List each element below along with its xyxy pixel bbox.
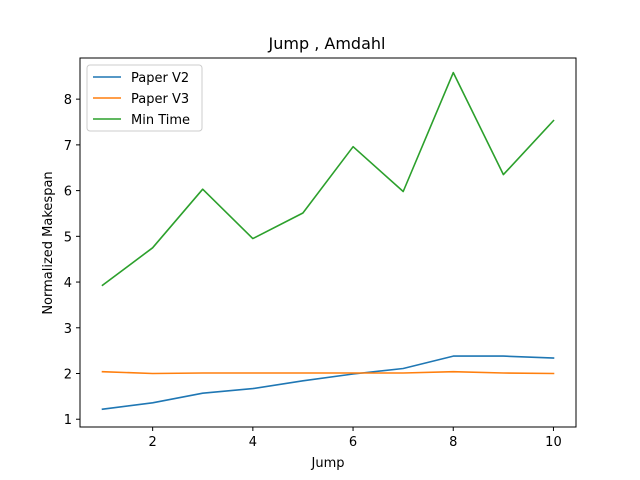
y-tick-label: 8 bbox=[64, 93, 72, 108]
series-line bbox=[101, 71, 555, 287]
legend-label: Paper V2 bbox=[131, 71, 189, 86]
chart-title: Jump , Amdahl bbox=[268, 34, 386, 53]
y-tick-label: 2 bbox=[64, 368, 72, 383]
x-tick-label: 2 bbox=[149, 435, 157, 450]
x-axis-label: Jump bbox=[311, 456, 345, 471]
y-tick-label: 5 bbox=[64, 230, 72, 245]
y-axis-label: Normalized Makespan bbox=[41, 171, 56, 314]
legend: Paper V2 Paper V3 Min Time bbox=[86, 64, 203, 132]
y-tick-label: 3 bbox=[64, 322, 72, 337]
y-axis-ticks: 1 2 3 4 5 6 7 8 bbox=[64, 93, 80, 428]
legend-box bbox=[86, 64, 203, 132]
y-tick-label: 7 bbox=[64, 139, 72, 154]
x-axis-ticks: 2 4 6 8 10 bbox=[149, 427, 562, 450]
plot-frame bbox=[79, 57, 577, 428]
x-tick-label: 6 bbox=[349, 435, 357, 450]
x-tick-label: 8 bbox=[449, 435, 457, 450]
legend-label: Paper V3 bbox=[131, 92, 189, 107]
legend-label: Min Time bbox=[131, 113, 190, 128]
series-line bbox=[101, 355, 555, 411]
x-tick-label: 4 bbox=[249, 435, 257, 450]
series-line bbox=[101, 370, 555, 375]
y-tick-label: 1 bbox=[64, 413, 72, 428]
x-tick-label: 10 bbox=[545, 435, 562, 450]
series-layer bbox=[101, 71, 555, 411]
y-tick-label: 4 bbox=[64, 276, 72, 291]
y-tick-label: 6 bbox=[64, 185, 72, 200]
